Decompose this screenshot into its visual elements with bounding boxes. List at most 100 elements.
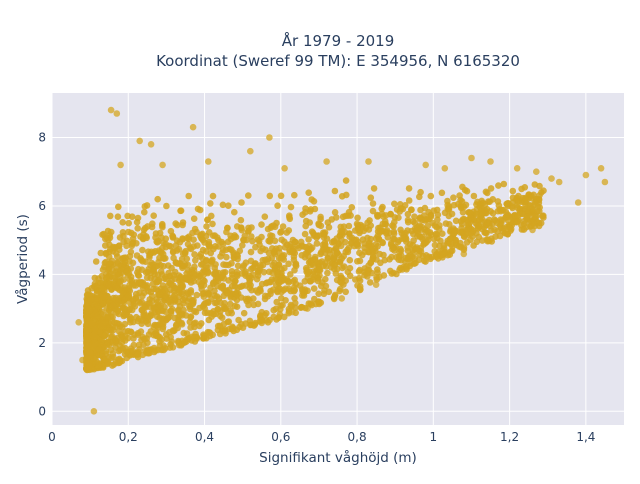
data-point (422, 161, 430, 169)
data-point (154, 322, 161, 329)
data-point (230, 234, 238, 241)
data-point (205, 158, 212, 165)
data-point (305, 300, 313, 307)
data-point (147, 262, 154, 269)
data-point (413, 245, 421, 253)
data-point (222, 261, 230, 269)
data-point (301, 230, 309, 238)
x-tick-label: 1 (430, 430, 438, 444)
data-point (107, 228, 115, 236)
data-point (342, 177, 350, 184)
data-point (86, 362, 93, 370)
data-point (170, 254, 177, 262)
data-point (536, 204, 543, 211)
data-point (190, 243, 197, 250)
data-point (109, 339, 116, 346)
data-point (322, 263, 330, 270)
data-point (193, 291, 201, 299)
data-point (331, 209, 339, 216)
data-point (434, 216, 441, 223)
data-point (203, 223, 210, 230)
data-point (209, 192, 217, 200)
data-point (316, 266, 323, 273)
data-point (92, 282, 100, 290)
data-point (242, 295, 249, 303)
data-point (470, 192, 478, 200)
data-point (404, 210, 412, 218)
data-point (231, 302, 239, 310)
data-point (233, 326, 241, 334)
data-point (217, 299, 224, 307)
data-point (533, 168, 540, 175)
data-point (345, 230, 353, 237)
data-point (291, 286, 299, 294)
data-point (95, 362, 103, 369)
data-point (388, 270, 396, 277)
data-point (208, 212, 215, 220)
data-point (254, 272, 262, 279)
data-point (126, 252, 134, 260)
data-point (477, 213, 485, 220)
y-tick-label: 2 (38, 336, 46, 350)
data-point (190, 236, 197, 243)
data-point (394, 238, 402, 246)
data-point (489, 196, 497, 203)
data-point (527, 202, 534, 210)
data-point (113, 264, 121, 272)
data-point (582, 171, 590, 179)
data-point (409, 253, 416, 261)
data-point (108, 257, 116, 265)
data-point (134, 329, 142, 337)
data-point (332, 270, 340, 277)
data-point (205, 243, 213, 250)
data-point (238, 199, 245, 206)
data-point (323, 158, 330, 165)
data-point (404, 227, 411, 234)
data-point (102, 319, 109, 326)
data-point (405, 197, 413, 204)
data-point (446, 235, 454, 243)
data-point (179, 219, 187, 226)
data-point (75, 319, 82, 326)
data-point (128, 240, 136, 247)
data-point (431, 241, 439, 249)
data-point (548, 175, 555, 182)
data-point (129, 235, 137, 242)
data-point (514, 218, 521, 225)
data-point (245, 192, 252, 199)
data-point (325, 288, 333, 296)
data-point (124, 292, 132, 300)
data-point (339, 213, 347, 221)
data-point (281, 165, 288, 172)
data-point (113, 250, 120, 257)
data-point (291, 238, 299, 246)
data-point (273, 316, 280, 323)
data-point (127, 319, 134, 326)
data-point (338, 193, 346, 200)
data-point (99, 300, 106, 307)
data-point (168, 281, 175, 288)
data-point (266, 278, 273, 286)
data-point (396, 208, 404, 215)
data-point (139, 333, 147, 341)
data-point (254, 289, 262, 296)
data-point (86, 349, 94, 356)
data-point (305, 189, 313, 196)
data-point (320, 231, 328, 238)
data-point (231, 279, 238, 286)
data-point (503, 200, 510, 208)
data-point (119, 219, 126, 226)
data-point (531, 181, 539, 188)
data-point (395, 214, 402, 221)
data-point (115, 203, 122, 211)
data-point (330, 254, 338, 262)
data-point (248, 286, 255, 294)
data-point (163, 202, 170, 210)
data-point (100, 230, 107, 238)
data-point (337, 223, 345, 231)
data-point (114, 259, 121, 267)
data-point (164, 314, 171, 321)
data-point (440, 251, 448, 258)
data-point (223, 289, 230, 297)
